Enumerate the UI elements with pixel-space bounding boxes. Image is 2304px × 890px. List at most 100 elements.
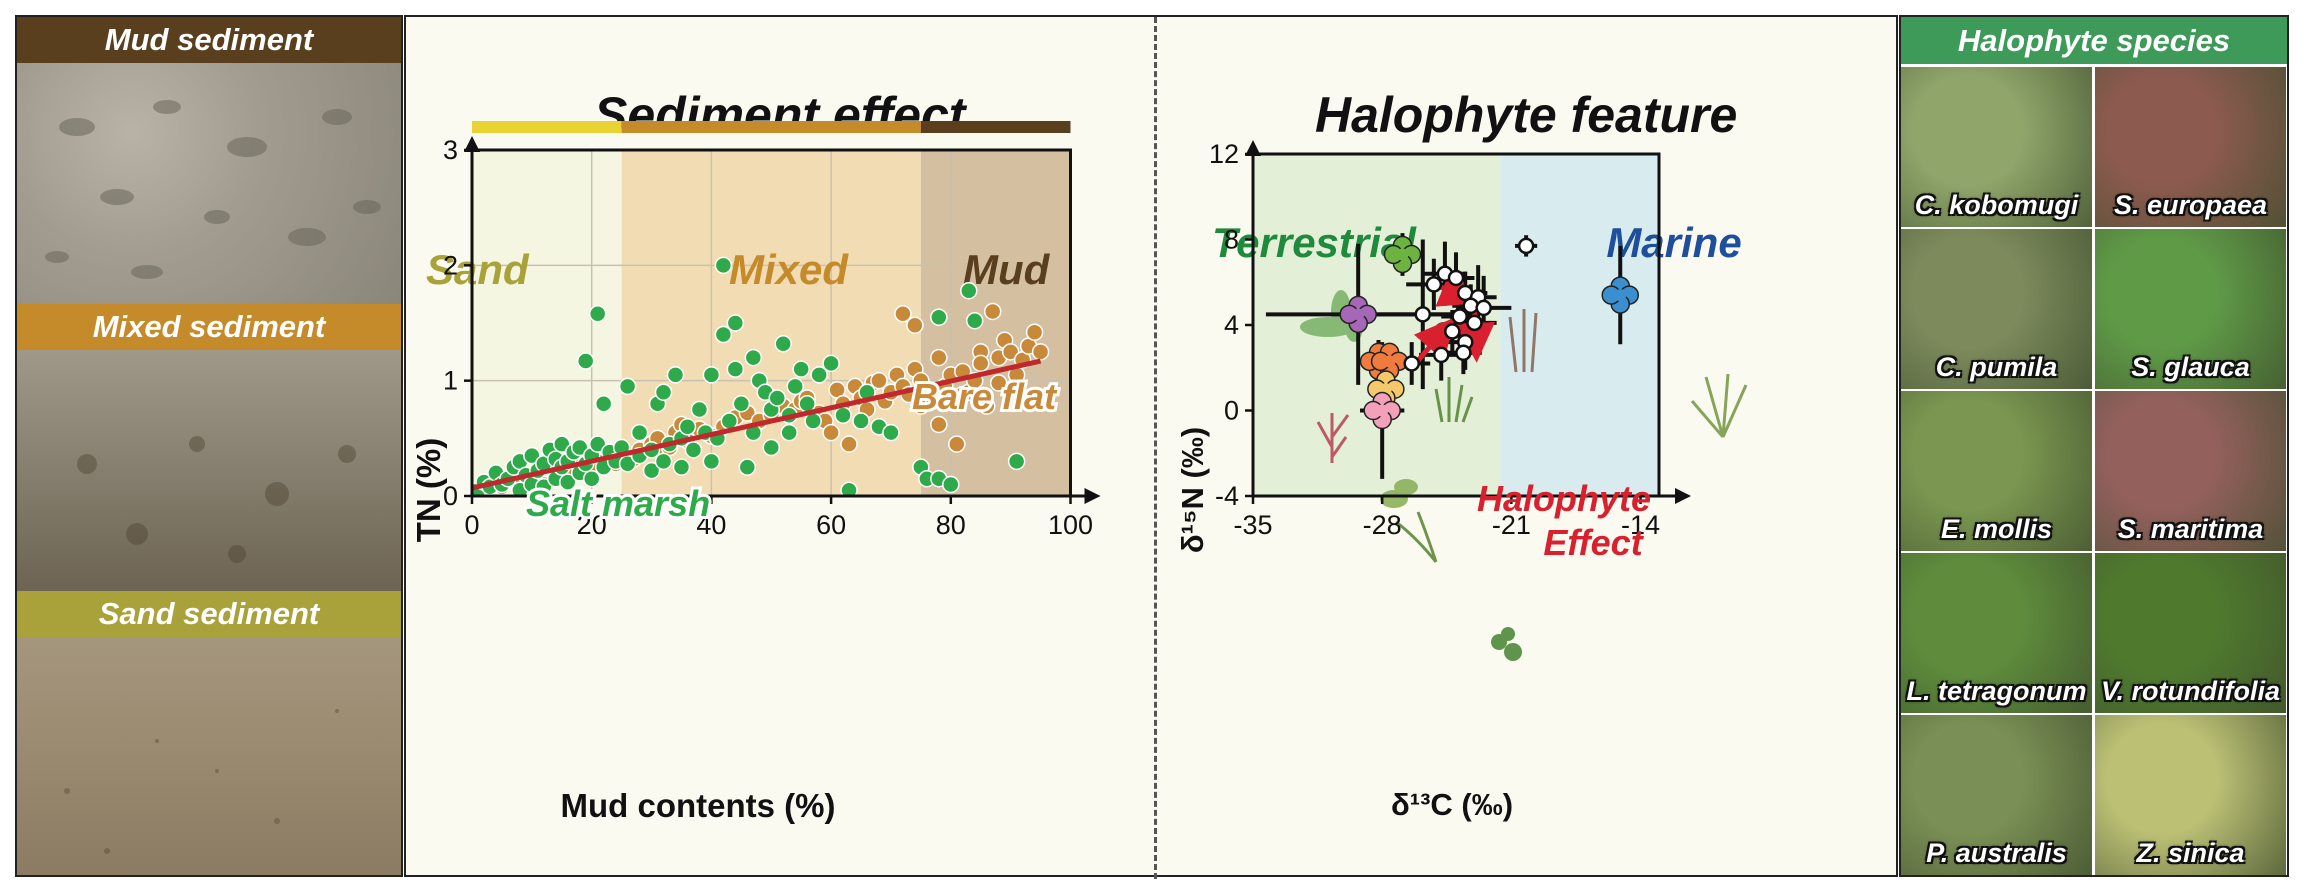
- salt-marsh-point: [852, 412, 870, 430]
- salt-marsh-point: [792, 360, 810, 378]
- x-tick-label: 0: [464, 510, 479, 540]
- salt-marsh-point: [576, 352, 595, 370]
- bare-flat-point: [989, 374, 1008, 392]
- zone-bg-mud: [920, 150, 1071, 496]
- y-tick-label: 2: [443, 250, 458, 280]
- halophyte-y-axis-label: δ¹⁵N (‰): [1175, 427, 1210, 553]
- salt-marsh-point: [588, 305, 607, 323]
- open-circle-point: [1425, 276, 1443, 293]
- species-name-label: V. rotundifolia: [2100, 676, 2280, 706]
- salt-marsh-point: [786, 377, 804, 396]
- species-tile: C. kobomugi: [1901, 67, 2092, 227]
- sediment-zone-backgrounds: [472, 150, 1071, 496]
- mud-sediment-label: Mud sediment: [17, 17, 401, 63]
- sediment-x-axis-label: Mud contents (%): [561, 787, 836, 824]
- salt-marsh-point: [768, 389, 786, 407]
- charts-panel: Sediment effect Halophyte feature Sand M…: [404, 15, 1898, 879]
- bare-flat-point: [983, 302, 1002, 321]
- halophyte-data-points: [1339, 235, 1639, 430]
- x-tick-label: -14: [1621, 510, 1660, 540]
- x-tick-label: 20: [577, 510, 607, 540]
- salt-marsh-point: [822, 354, 840, 373]
- species-tile: E. mollis: [1901, 391, 2092, 551]
- zone-bar-mud: [920, 121, 1071, 133]
- species-tile: S. europaea: [2095, 67, 2286, 227]
- species-name-label: C. kobomugi: [1914, 190, 2079, 220]
- salt-marsh-point: [582, 469, 601, 488]
- species-name-label: S. maritima: [2117, 514, 2264, 544]
- species-name-label: Z. sinica: [2136, 838, 2245, 868]
- salt-marsh-point: [523, 446, 541, 465]
- sediment-photo-panel: Mud sediment Mixed sediment Sand sedimen…: [15, 15, 403, 877]
- salt-marsh-point: [630, 423, 649, 442]
- marker-center: [1396, 248, 1409, 261]
- panel-divider: [1154, 17, 1157, 879]
- salt-marsh-point: [618, 377, 637, 396]
- x-tick-label: 40: [696, 510, 726, 540]
- salt-marsh-point: [732, 394, 751, 413]
- salt-marsh-point: [714, 325, 733, 344]
- x-tick-label: -28: [1363, 510, 1402, 540]
- open-circle-point: [1447, 269, 1465, 287]
- salt-marsh-point: [594, 394, 613, 413]
- salt-marsh-point: [702, 452, 721, 471]
- bare-flat-point: [822, 423, 840, 442]
- salt-marsh-point: [834, 406, 852, 425]
- species-name-label: P. australis: [1926, 838, 2067, 868]
- species-tile: C. pumila: [1901, 229, 2092, 389]
- halophyte-isotope-plot: Terrestrial Marine: [1175, 139, 1748, 822]
- mud-sediment-photo: [17, 17, 401, 304]
- salt-marsh-point: [702, 366, 721, 384]
- open-circle-point: [1414, 306, 1432, 323]
- x-tick-label: 80: [936, 510, 966, 540]
- species-name-label: C. pumila: [1935, 352, 2058, 382]
- y-axis-arrow: [1245, 140, 1261, 156]
- open-circle-point: [1517, 237, 1535, 255]
- sediment-scatter-plot: Sand Mixed Mud 0 20 40 60 80 100 0 1 2 3 Salt mar…: [410, 121, 1101, 824]
- y-tick-label: -4: [1215, 481, 1239, 511]
- bare-flat-point: [894, 305, 912, 323]
- y-tick-label: 12: [1209, 139, 1239, 169]
- vine-plant-icon: [1491, 627, 1522, 661]
- bare-flat-label: Bare flat: [912, 376, 1058, 417]
- salt-marsh-point: [570, 438, 589, 457]
- x-tick-label: 60: [816, 510, 846, 540]
- salt-marsh-point: [882, 423, 900, 442]
- sediment-y-axis-label: TN (%): [410, 438, 447, 542]
- mixed-sediment-photo: [17, 304, 401, 591]
- halophyte-species-panel: Halophyte species C. kobomugi S. europaea…: [1899, 15, 2289, 877]
- sediment-axes: 0 20 40 60 80 100 0 1 2 3: [443, 135, 1101, 540]
- species-panel-header: Halophyte species: [1901, 17, 2287, 64]
- zone-bar-sand: [472, 121, 622, 133]
- x-tick-label: 100: [1048, 510, 1093, 540]
- open-circle-point: [1455, 344, 1472, 362]
- salt-marsh-point: [726, 314, 745, 332]
- bare-flat-point: [1031, 343, 1050, 361]
- species-mean-marker: [1367, 370, 1405, 408]
- salt-marsh-point: [654, 383, 673, 401]
- bare-flat-point: [977, 397, 996, 415]
- bare-flat-point: [840, 435, 858, 453]
- open-circle-point: [1451, 308, 1468, 325]
- sand-sediment-label: Sand sediment: [17, 591, 401, 637]
- open-circle-point: [1466, 314, 1483, 332]
- y-tick-label: 0: [1224, 396, 1239, 426]
- salt-marsh-point: [840, 481, 858, 499]
- species-name-label: S. europaea: [2113, 190, 2268, 220]
- species-name-label: E. mollis: [1940, 514, 2053, 544]
- halophyte-x-axis-label: δ¹³C (‰): [1391, 787, 1513, 822]
- bare-flat-point: [1025, 323, 1044, 341]
- species-tile: V. rotundifolia: [2095, 553, 2286, 713]
- salt-marsh-point: [1007, 452, 1026, 471]
- salt-marsh-point: [666, 366, 685, 384]
- x-tick-label: -21: [1492, 510, 1531, 540]
- effect-arrow: [1413, 317, 1456, 366]
- salt-marsh-point: [559, 473, 577, 491]
- marker-center: [1376, 404, 1389, 417]
- species-mean-marker: [1363, 391, 1401, 430]
- sediment-zone-bar: [472, 121, 1071, 133]
- bare-flat-point: [912, 397, 930, 415]
- species-tile: Z. sinica: [2095, 715, 2286, 875]
- zone-bg-terrestrial: [1253, 154, 1501, 496]
